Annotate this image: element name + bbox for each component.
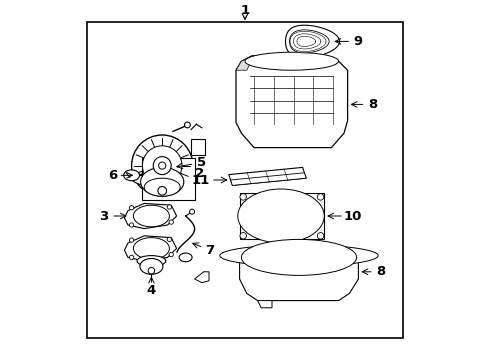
Polygon shape bbox=[124, 203, 176, 229]
Ellipse shape bbox=[133, 238, 170, 259]
Ellipse shape bbox=[123, 170, 140, 181]
Polygon shape bbox=[236, 56, 252, 70]
Text: 8: 8 bbox=[376, 265, 386, 278]
Polygon shape bbox=[258, 301, 272, 308]
Ellipse shape bbox=[153, 157, 171, 175]
Circle shape bbox=[190, 209, 195, 214]
Polygon shape bbox=[236, 56, 347, 148]
Circle shape bbox=[129, 206, 134, 210]
Text: 7: 7 bbox=[205, 244, 214, 257]
Polygon shape bbox=[231, 173, 306, 185]
Circle shape bbox=[240, 194, 246, 200]
Circle shape bbox=[129, 255, 134, 260]
Text: 10: 10 bbox=[343, 210, 362, 222]
Ellipse shape bbox=[144, 178, 180, 196]
Ellipse shape bbox=[179, 253, 192, 262]
Circle shape bbox=[318, 194, 324, 200]
Circle shape bbox=[169, 252, 173, 257]
Polygon shape bbox=[286, 25, 340, 58]
Ellipse shape bbox=[140, 258, 163, 274]
Text: 4: 4 bbox=[147, 284, 156, 297]
Text: 6: 6 bbox=[108, 169, 117, 182]
Text: 5: 5 bbox=[196, 156, 206, 169]
Polygon shape bbox=[195, 272, 209, 283]
Text: 2: 2 bbox=[196, 167, 204, 180]
Ellipse shape bbox=[238, 189, 324, 243]
Ellipse shape bbox=[141, 167, 184, 196]
Ellipse shape bbox=[220, 245, 378, 266]
Circle shape bbox=[167, 237, 171, 242]
Bar bbox=[191, 139, 205, 155]
Polygon shape bbox=[240, 250, 358, 301]
Circle shape bbox=[129, 223, 134, 227]
Circle shape bbox=[129, 238, 134, 242]
Circle shape bbox=[159, 162, 166, 169]
Bar bbox=[240, 193, 324, 239]
Text: 11: 11 bbox=[192, 174, 210, 186]
Text: 9: 9 bbox=[354, 35, 363, 48]
Circle shape bbox=[169, 220, 173, 224]
Text: 8: 8 bbox=[368, 98, 377, 111]
Circle shape bbox=[167, 205, 171, 209]
Ellipse shape bbox=[143, 146, 182, 185]
Text: 1: 1 bbox=[241, 4, 249, 17]
Circle shape bbox=[158, 186, 167, 195]
Bar bbox=[87, 22, 403, 338]
Ellipse shape bbox=[132, 169, 193, 187]
Circle shape bbox=[148, 267, 155, 274]
Ellipse shape bbox=[132, 135, 193, 196]
Circle shape bbox=[240, 233, 246, 239]
Polygon shape bbox=[124, 236, 176, 261]
Polygon shape bbox=[290, 30, 329, 53]
Circle shape bbox=[185, 122, 190, 128]
Text: 3: 3 bbox=[99, 210, 108, 222]
Ellipse shape bbox=[137, 256, 166, 266]
Ellipse shape bbox=[245, 52, 339, 70]
Polygon shape bbox=[229, 167, 306, 185]
Ellipse shape bbox=[242, 239, 357, 275]
Circle shape bbox=[318, 233, 324, 239]
Bar bbox=[143, 158, 195, 200]
Ellipse shape bbox=[133, 205, 170, 227]
